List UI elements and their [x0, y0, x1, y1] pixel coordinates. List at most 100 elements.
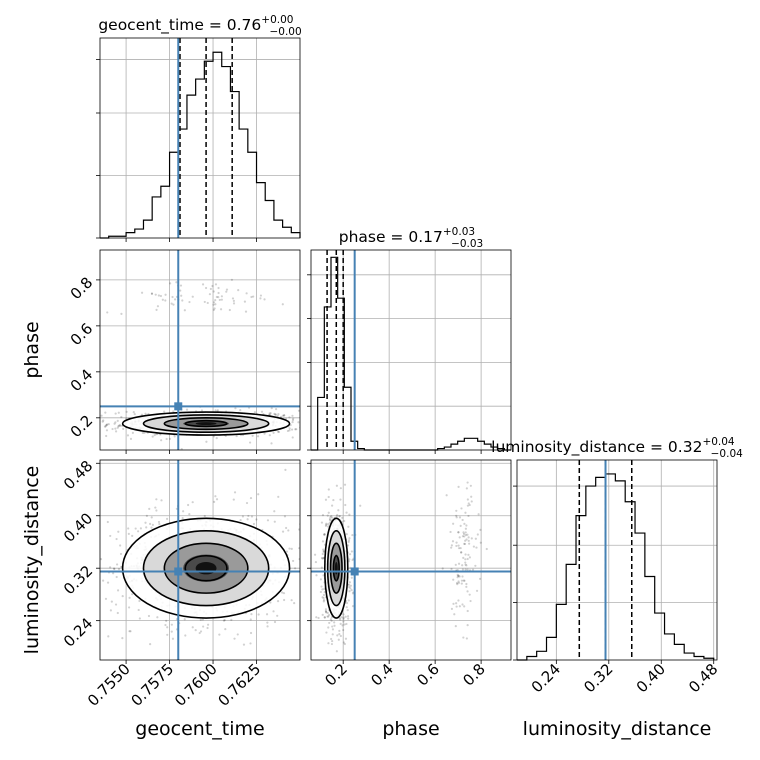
scatter-point [121, 594, 124, 598]
scatter-point [110, 600, 113, 603]
scatter-point [301, 572, 303, 574]
scatter-point [141, 431, 144, 434]
scatter-point [83, 539, 85, 541]
scatter-point [321, 613, 324, 616]
scatter-point [105, 434, 108, 438]
scatter-point [313, 586, 315, 588]
scatter-point [109, 566, 112, 569]
scatter-point [149, 522, 152, 525]
scatter-point [315, 557, 317, 559]
scatter-point [272, 431, 275, 434]
density-shade-4 [195, 561, 217, 575]
scatter-point [288, 427, 291, 430]
scatter-point [455, 581, 459, 585]
scatter-point [156, 616, 159, 619]
scatter-point [121, 637, 124, 640]
scatter-point [134, 527, 137, 530]
y-axis-label-phase: phase [21, 321, 43, 378]
scatter-point [107, 635, 110, 638]
scatter-point [339, 634, 342, 638]
scatter-point [165, 437, 168, 441]
scatter-point [321, 588, 324, 591]
scatter-point [154, 293, 157, 296]
scatter-point [288, 416, 291, 419]
scatter-point [313, 553, 317, 556]
scatter-point [286, 429, 290, 433]
scatter-point [455, 544, 458, 548]
scatter-point [322, 550, 325, 554]
scatter-point [465, 582, 468, 586]
scatter-point [151, 523, 154, 526]
scatter-point [237, 289, 240, 292]
title-main: phase = 0.17 [339, 228, 443, 246]
scatter-point [457, 531, 460, 534]
x-tick-label: 0.4 [367, 660, 397, 690]
scatter-point [346, 615, 350, 618]
scatter-point [283, 515, 287, 518]
scatter-point [116, 611, 119, 615]
scatter-point [116, 419, 119, 422]
scatter-point [466, 609, 469, 613]
scatter-point [103, 425, 107, 428]
scatter-point [164, 293, 167, 296]
scatter-point [105, 423, 108, 427]
scatter-point [324, 608, 328, 611]
scatter-point [315, 574, 318, 577]
scatter-point [339, 618, 342, 621]
scatter-point [252, 295, 255, 298]
scatter-point [460, 582, 463, 585]
scatter-point [106, 423, 109, 426]
scatter-point [249, 631, 253, 635]
scatter-point [206, 626, 209, 630]
scatter-point [327, 642, 330, 645]
scatter-point [140, 413, 144, 416]
scatter-point [441, 567, 444, 570]
scatter-point [156, 305, 160, 308]
scatter-point [320, 521, 324, 524]
contour-1 [184, 419, 228, 428]
scatter-point [164, 299, 167, 302]
scatter-point [350, 550, 353, 553]
scatter-point [465, 538, 468, 541]
scatter-point [112, 567, 116, 570]
scatter-point [292, 417, 295, 420]
scatter-point [263, 298, 266, 301]
scatter-point [455, 509, 458, 512]
scatter-point [469, 484, 472, 487]
scatter-point [320, 585, 323, 588]
scatter-point [181, 516, 184, 520]
panel-title-geocent_time: geocent_time = 0.76+0.00 −0.00 [98, 14, 301, 38]
scatter-point [252, 522, 256, 526]
scatter-point [298, 547, 300, 550]
panel-title-luminosity_distance: luminosity_distance = 0.32+0.04 −0.04 [491, 436, 743, 460]
scatter-point [323, 616, 326, 619]
scatter-point [350, 588, 353, 592]
panel-frame [310, 249, 512, 451]
scatter-point [285, 526, 288, 530]
scatter-point [277, 430, 281, 434]
scatter-point [281, 530, 285, 533]
scatter-point [342, 616, 345, 619]
scatter-point [233, 637, 236, 640]
title-main: geocent_time = 0.76 [98, 16, 261, 35]
scatter-point [282, 592, 286, 595]
scatter-point [150, 516, 153, 519]
scatter-point [215, 295, 218, 299]
scatter-point [89, 564, 91, 566]
scatter-point [319, 590, 323, 594]
scatter-point [327, 525, 330, 528]
y-tick-label: 0.24 [60, 614, 96, 650]
scatter-point [476, 533, 479, 536]
contour-2 [163, 542, 249, 594]
scatter-point [320, 556, 324, 560]
scatter-point [234, 407, 237, 410]
scatter-point [359, 555, 361, 557]
scatter-point [311, 574, 313, 576]
scatter-point [323, 422, 325, 424]
scatter-point [462, 531, 465, 534]
scatter-point [458, 605, 461, 608]
scatter-point [119, 552, 123, 556]
contour-1 [332, 554, 340, 582]
scatter-point [104, 411, 107, 414]
scatter-point [117, 530, 120, 533]
